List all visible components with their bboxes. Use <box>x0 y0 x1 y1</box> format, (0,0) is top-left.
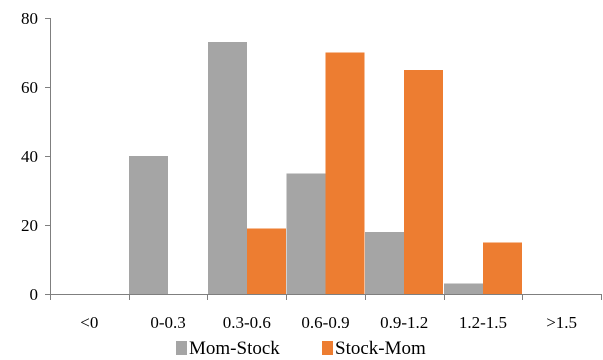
bar-mom-stock-0-9-1-2 <box>365 231 405 294</box>
y-tick-label-0: 0 <box>30 285 39 304</box>
y-tick-label-20: 20 <box>21 216 38 235</box>
bar-stock-mom-1-2-1-5 <box>482 242 522 294</box>
y-tick-marks <box>45 18 50 295</box>
legend-swatch-mom-stock <box>176 341 187 355</box>
x-tick-label-0-9-1-2: 0.9-1.2 <box>380 313 428 332</box>
x-tick-label-lt0: <0 <box>80 313 98 332</box>
legend-label-mom-stock: Mom-Stock <box>189 338 280 359</box>
bars-group <box>129 42 522 295</box>
y-tick-labels: 0 20 40 60 80 <box>21 9 38 304</box>
x-tick-label-0-3-0-6: 0.3-0.6 <box>223 313 271 332</box>
x-tick-label-0-0-3: 0-0.3 <box>150 313 185 332</box>
bar-stock-mom-0-9-1-2 <box>404 69 444 294</box>
x-tick-marks <box>50 294 602 300</box>
y-tick-label-60: 60 <box>21 78 38 97</box>
bar-stock-mom-0-3-0-6 <box>246 228 286 294</box>
legend-swatch-stock-mom <box>322 341 333 355</box>
legend: Mom-Stock Stock-Mom <box>176 338 426 359</box>
y-tick-label-40: 40 <box>21 147 38 166</box>
y-axis: 0 20 40 60 80 <box>21 9 51 304</box>
x-tick-label-gt1-5: >1.5 <box>546 313 577 332</box>
x-tick-labels: <0 0-0.3 0.3-0.6 0.6-0.9 0.9-1.2 1.2-1.5 >1.5 <box>80 313 577 332</box>
legend-item-stock-mom: Stock-Mom <box>322 338 426 359</box>
bar-mom-stock-0-0-3 <box>129 156 169 294</box>
bar-stock-mom-0-6-0-9 <box>325 52 365 294</box>
y-tick-label-80: 80 <box>21 9 38 28</box>
bar-mom-stock-0-3-0-6 <box>207 42 247 295</box>
bar-mom-stock-0-6-0-9 <box>286 173 326 294</box>
x-tick-label-0-6-0-9: 0.6-0.9 <box>301 313 349 332</box>
bar-mom-stock-1-2-1-5 <box>443 283 483 294</box>
x-tick-label-1-2-1-5: 1.2-1.5 <box>459 313 507 332</box>
x-axis: <0 0-0.3 0.3-0.6 0.6-0.9 0.9-1.2 1.2-1.5 >1.5 <box>50 294 602 332</box>
legend-item-mom-stock: Mom-Stock <box>176 338 280 359</box>
legend-label-stock-mom: Stock-Mom <box>335 338 426 359</box>
